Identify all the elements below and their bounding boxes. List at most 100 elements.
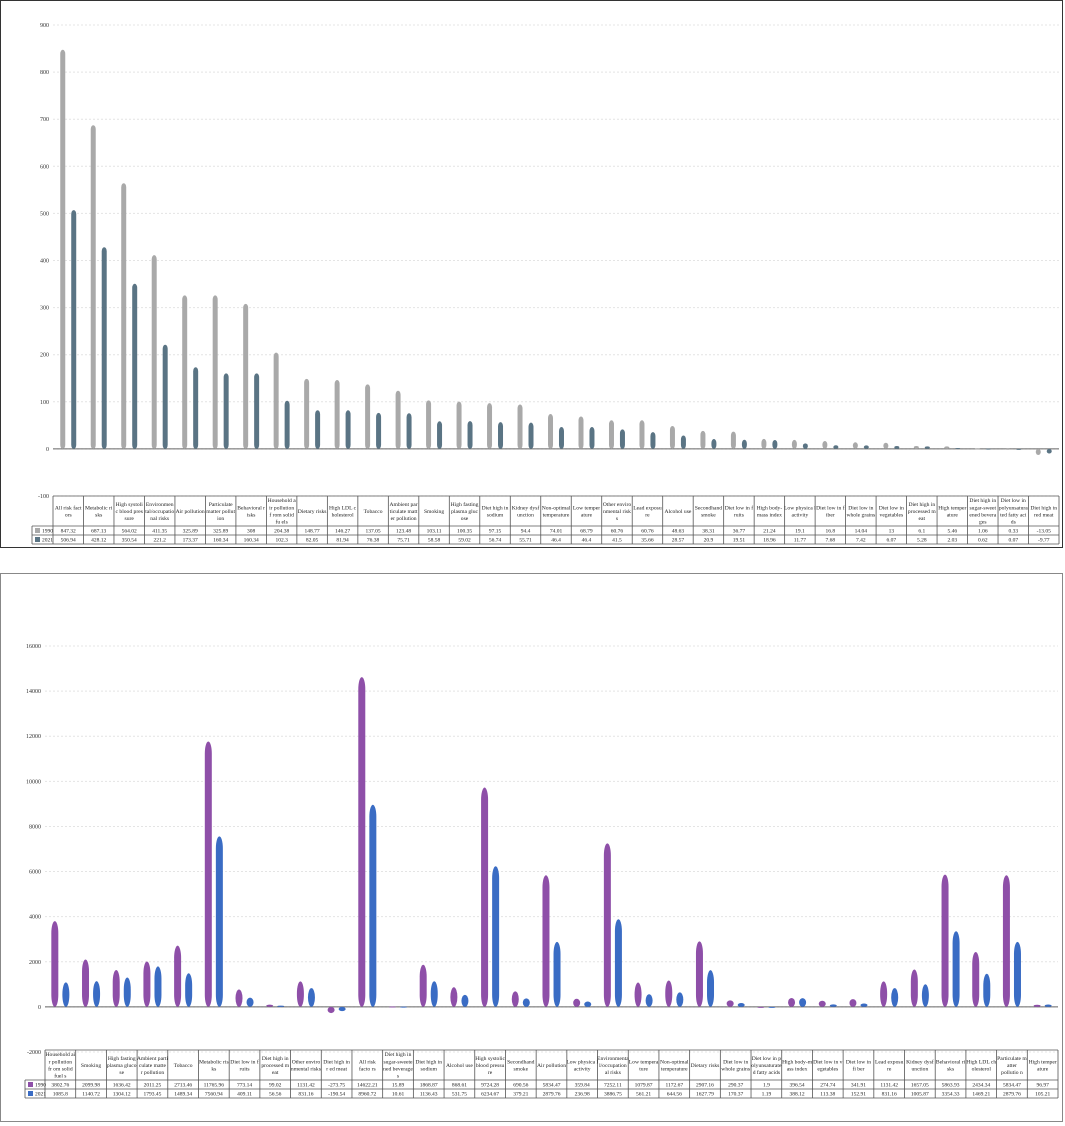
table-value: 75.71 <box>397 538 410 544</box>
bar-1990 <box>852 442 858 449</box>
table-value: 7252.11 <box>604 1083 622 1089</box>
bar-1990 <box>487 403 493 449</box>
table-value: 3886.75 <box>604 1092 622 1098</box>
table-value: 2907.16 <box>696 1083 714 1089</box>
chart-panel-2: -2000 0 2000 4000 6000 8000 10000 12000 14000 160… <box>0 573 1063 1122</box>
bar-1990 <box>419 964 427 1007</box>
bar-1990 <box>273 352 279 449</box>
table-value: 48.63 <box>672 529 685 535</box>
bar-2021 <box>315 410 321 449</box>
bar-1990 <box>266 1004 274 1007</box>
table-value: 290.37 <box>728 1083 743 1089</box>
table-value: 428.12 <box>91 538 106 544</box>
table-value: 1627.79 <box>696 1092 714 1098</box>
table-value: 1.9 <box>763 1083 770 1089</box>
table-value: 531.75 <box>452 1092 467 1098</box>
bar-2021 <box>277 1005 285 1007</box>
category-label: Air pollution <box>537 1063 566 1069</box>
table-value: 105.21 <box>1035 1092 1050 1098</box>
table-value: 2011.25 <box>144 1083 162 1089</box>
category-label: Lead exposu re <box>633 505 662 518</box>
table-value: 82.05 <box>306 538 319 544</box>
y-tick-label: 16000 <box>26 644 41 650</box>
bar-2021 <box>768 1006 776 1008</box>
table-value: 1085.8 <box>53 1092 68 1098</box>
category-label: Dietary risks <box>691 1063 720 1069</box>
table-value: 561.21 <box>636 1092 651 1098</box>
table-value: 236.98 <box>575 1092 590 1098</box>
bar-1990 <box>395 390 401 449</box>
bar-2021 <box>62 982 70 1007</box>
table-value: 690.56 <box>513 1083 528 1089</box>
table-value: 56.74 <box>489 538 502 544</box>
bar-1990 <box>788 997 796 1007</box>
bar-1990 <box>941 874 949 1007</box>
table-value: 1304.12 <box>113 1092 131 1098</box>
y-tick-label: 8000 <box>29 824 41 830</box>
bar-1990 <box>511 991 519 1007</box>
table-value: 100.35 <box>457 529 472 535</box>
table-value: 99.02 <box>269 1083 282 1089</box>
y-tick-label: 2000 <box>29 960 41 966</box>
table-value: 123.48 <box>396 529 411 535</box>
bar-1990 <box>112 969 120 1007</box>
bar-1990 <box>972 951 980 1007</box>
table-value: 152.91 <box>851 1092 866 1098</box>
table-value: 137.05 <box>366 529 381 535</box>
table-value: 160.34 <box>213 538 228 544</box>
category-label: Lead exposu re <box>875 1059 904 1072</box>
category-label: Kidney dysf unction <box>512 504 540 518</box>
table-value: 5.28 <box>917 538 927 544</box>
bar-2021 <box>522 998 530 1007</box>
bar-2021 <box>437 421 443 449</box>
chart-2-svg: -2000 0 2000 4000 6000 8000 10000 12000 14000 160… <box>24 644 1059 1099</box>
bar-1990 <box>639 420 645 449</box>
table-value: 773.14 <box>237 1083 252 1089</box>
bar-2021 <box>741 439 747 449</box>
bar-1990 <box>51 921 59 1007</box>
table-value: 10.61 <box>392 1092 405 1098</box>
table-value: 36.77 <box>733 529 746 535</box>
y-tick-label: 10000 <box>26 779 41 785</box>
category-label: High systolic blood pressu re <box>475 1056 505 1076</box>
category-label: Particulate m atter pollutio n <box>997 1056 1027 1076</box>
bar-2021 <box>406 413 412 449</box>
table-value: 160.34 <box>244 538 259 544</box>
chart-panel-1: -100 0 100 200 300 400 500 600 700 800 900 All risk… <box>0 0 1063 548</box>
bar-1990 <box>818 1000 826 1007</box>
bar-2021 <box>952 931 960 1007</box>
table-value: 644.56 <box>667 1092 682 1098</box>
bar-1990 <box>910 969 918 1007</box>
table-value: 97.15 <box>489 529 502 535</box>
bar-2021 <box>223 373 229 449</box>
table-value: 350.54 <box>122 538 137 544</box>
bar-1990 <box>974 448 980 450</box>
bar-2021 <box>863 445 869 449</box>
bar-1990 <box>695 941 703 1007</box>
table-value: 831.16 <box>882 1092 897 1098</box>
bar-1990 <box>1005 448 1011 450</box>
table-value: 11.77 <box>794 538 806 544</box>
bar-1990 <box>151 255 157 449</box>
table-value: 60.76 <box>611 529 624 535</box>
table-value: 2.03 <box>947 538 957 544</box>
table-value: 6.1 <box>918 529 925 535</box>
table-value: 55.71 <box>519 538 532 544</box>
table-value: 14.04 <box>855 529 868 535</box>
table-value: 1.06 <box>978 529 988 535</box>
bar-1990 <box>608 420 614 449</box>
bar-2021 <box>400 1006 408 1008</box>
table-value: 1079.87 <box>635 1083 653 1089</box>
y-tick-label: 300 <box>40 306 49 312</box>
bar-2021 <box>498 422 504 449</box>
table-value: 6234.67 <box>481 1092 499 1098</box>
bar-2021 <box>246 997 254 1007</box>
